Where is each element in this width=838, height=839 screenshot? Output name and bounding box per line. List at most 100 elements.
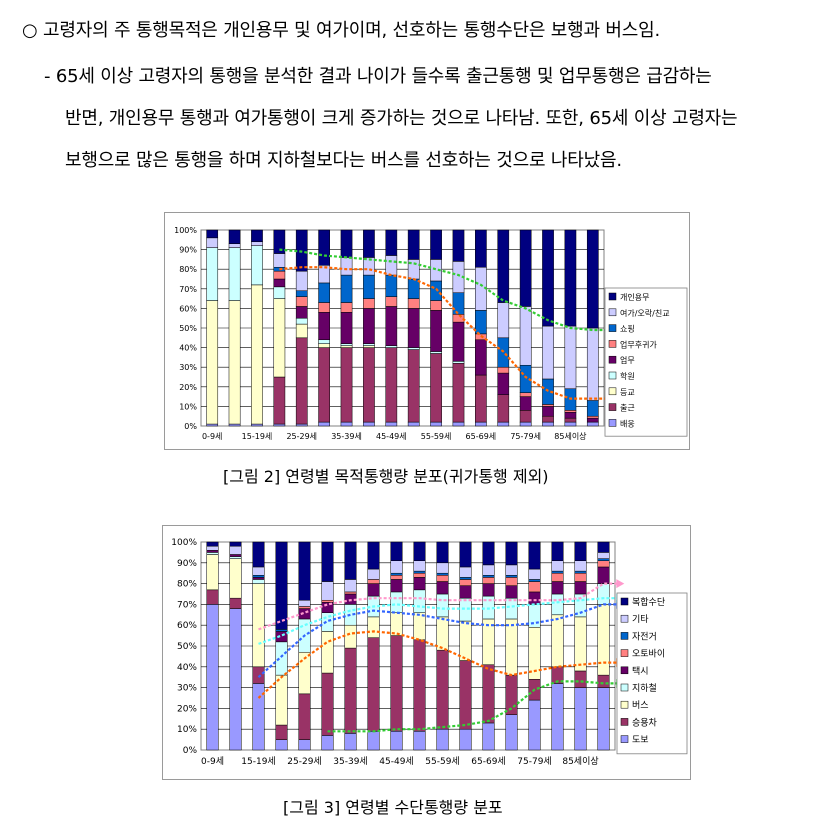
bar-segment-쇼핑: [407, 278, 420, 299]
legend-swatch: [620, 683, 629, 692]
purpose-chart-svg: 0% 10% 20% 30% 40% 50% 60% 70% 80% 90% 100% 0-9세 15-…: [174, 226, 688, 441]
bar-segment-등교: [206, 300, 219, 425]
bar-segment-개인용무: [452, 229, 465, 262]
legend-label: 여가/오락/친교: [620, 308, 670, 318]
bar-segment-등교: [295, 323, 308, 339]
bar-segment-업무후귀가: [318, 302, 330, 313]
bar-segment-자전거: [252, 575, 265, 578]
bar-segment-업무: [586, 417, 599, 423]
figure-2-caption: [그림 2] 연령별 목적통행량 분포(귀가통행 제외): [223, 467, 549, 486]
bar-segment-자전거: [413, 570, 426, 574]
trend-green: [327, 680, 618, 733]
bar-segment-학원: [407, 347, 420, 350]
bar-segment-오토바이: [298, 606, 311, 609]
trend-blue: [257, 603, 618, 679]
legend-swatch: [620, 632, 629, 640]
y-tick-label: 100%: [174, 226, 197, 235]
bar-segment-승용차: [344, 647, 357, 734]
legend-swatch: [620, 649, 629, 657]
x-tick-label: 75-79세: [510, 432, 541, 441]
bar-segment-자전거: [390, 572, 403, 576]
bar-segment-여가/오락/친교: [542, 325, 554, 380]
bar-segment-업무: [318, 312, 330, 341]
legend-swatch: [608, 340, 617, 348]
bar-segment-복합수단: [229, 541, 242, 547]
bar-segment-업무: [273, 278, 286, 288]
bar-segment-배웅: [475, 421, 487, 427]
bar-segment-학원: [385, 345, 398, 348]
bar-segment-학원: [452, 361, 465, 364]
legend-swatch: [608, 355, 617, 364]
bar-segment-택시: [459, 585, 472, 599]
bar-segment-버스: [436, 616, 449, 651]
legend-swatch: [620, 597, 629, 606]
bar-segment-여가/오락/친교: [273, 253, 286, 268]
bar-segment-자전거: [551, 570, 564, 574]
bar-segment-배웅: [251, 423, 263, 427]
bar-segment-업무: [519, 396, 532, 411]
bar-segment-배웅: [564, 421, 577, 427]
bar-segment-학원: [251, 245, 263, 286]
x-tick-label: 85세이상: [554, 431, 587, 441]
bar-segment-오토바이: [528, 581, 541, 593]
legend-label: 업무후귀가: [620, 339, 657, 349]
bar-segment-학원: [363, 343, 375, 346]
bar-segment-여가/오락/친교: [295, 270, 308, 292]
bar-segment-지하철: [436, 593, 449, 618]
bar-segment-자전거: [459, 577, 472, 580]
bar-segment-개인용무: [228, 229, 241, 244]
bar-segment-지하철: [229, 556, 242, 559]
bar-segment-복합수단: [344, 541, 357, 580]
bar-segment-도보: [413, 731, 426, 751]
legend-label: 기타: [632, 614, 649, 625]
bar-segment-업무후귀가: [340, 302, 353, 313]
bar-segment-승용차: [597, 674, 610, 688]
bar-segment-개인용무: [385, 229, 398, 256]
bar-segment-복합수단: [252, 541, 265, 568]
x-tick-label: 55-59세: [425, 756, 459, 767]
bar-segment-학원: [430, 351, 442, 354]
trend-pink-arrow: [616, 579, 625, 589]
bar-segment-도보: [206, 604, 219, 751]
bar-segment-택시: [229, 554, 242, 557]
bar-segment-쇼핑: [363, 274, 375, 299]
bar-segment-개인용무: [542, 229, 554, 327]
bar-segment-쇼핑: [340, 274, 353, 303]
bar-segment-여가/오락/친교: [340, 257, 353, 276]
bar-segment-복합수단: [367, 541, 380, 570]
legend-label: 승용차: [632, 716, 658, 728]
bar-segment-기타: [390, 560, 403, 574]
legend-label: 버스: [632, 700, 649, 711]
bar-segment-승용차: [367, 637, 380, 732]
summary-heading: ○ 고령자의 주 통행목적은 개인용무 및 여가이며, 선호하는 통행수단은 보…: [22, 20, 661, 41]
bar-segment-여가/오락/친교: [564, 325, 577, 390]
bar-segment-기타: [482, 564, 495, 576]
bar-segment-복합수단: [298, 541, 311, 601]
bar-segment-업무: [363, 308, 375, 344]
legend-swatch: [620, 700, 629, 709]
y-tick-label: 10%: [177, 725, 197, 735]
bar-segment-기타: [505, 564, 518, 576]
y-tick-label: 20%: [177, 704, 197, 714]
bar-segment-복합수단: [390, 541, 403, 561]
bar-segment-업무후귀가: [363, 298, 375, 309]
bar-segment-택시: [551, 581, 564, 595]
bar-segment-도보: [390, 731, 403, 751]
bar-segment-출근: [407, 349, 420, 423]
bar-segment-기타: [252, 566, 265, 576]
bar-segment-쇼핑: [385, 274, 398, 297]
bar-segment-업무: [452, 321, 465, 362]
bar-segment-업무후귀가: [385, 296, 398, 307]
bar-segment-쇼핑: [273, 266, 286, 272]
legend-label: 택시: [632, 666, 649, 677]
y-tick-label: 30%: [179, 363, 197, 372]
legend-box: [604, 287, 688, 437]
bar-segment-업무: [475, 339, 487, 376]
bar-segment-출근: [452, 363, 465, 423]
summary-body-line-2: 반면, 개인용무 통행과 여가통행이 크게 증가하는 것으로 나타남. 또한, …: [65, 108, 738, 129]
bar-segment-택시: [252, 577, 265, 580]
y-tick-label: 40%: [177, 663, 197, 673]
bar-segment-오토바이: [413, 572, 426, 578]
bar-segment-복합수단: [597, 541, 610, 553]
bar-segment-기타: [597, 552, 610, 559]
